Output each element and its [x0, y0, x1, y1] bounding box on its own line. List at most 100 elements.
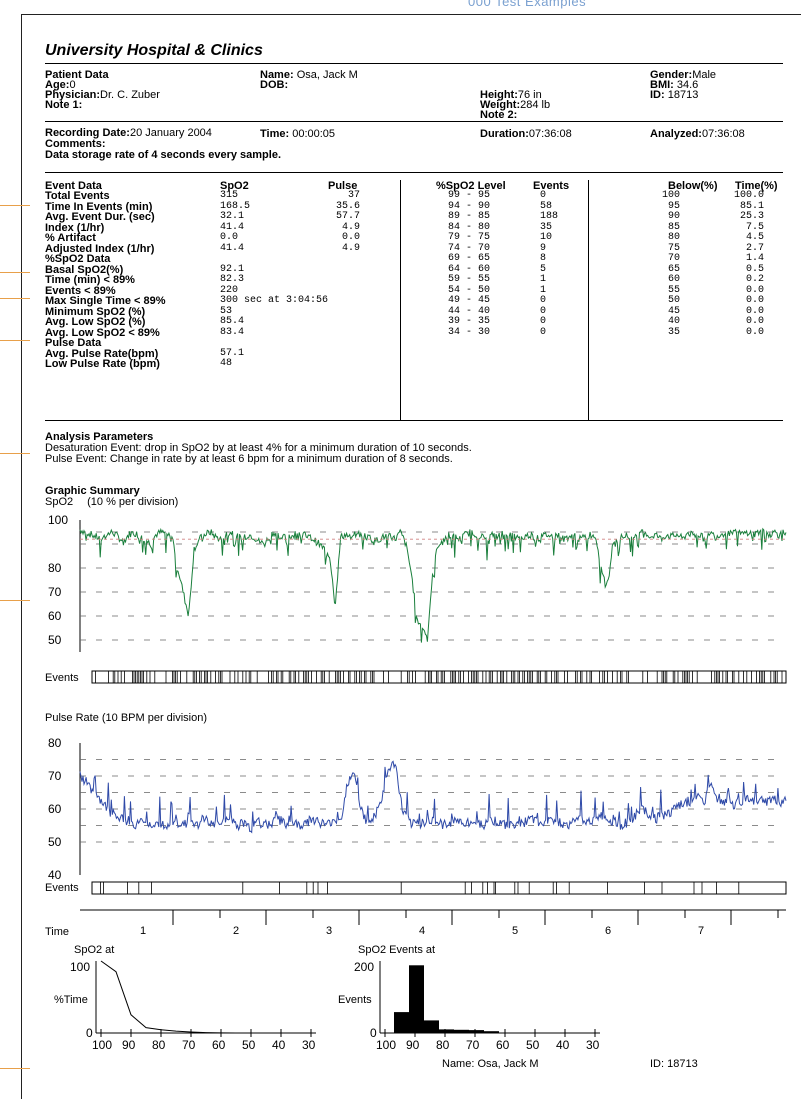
spo2-time-curve [100, 960, 311, 1034]
event-row-pulse: 0.0 [341, 232, 360, 243]
below-row-pct: 50 [667, 295, 680, 306]
below-row-pct: 70 [667, 253, 680, 264]
id-value: 18713 [667, 89, 699, 101]
level-row-events: 0 [540, 295, 547, 306]
mini-chart-ylabel: Events [338, 994, 372, 1006]
event-row-pulse: 35.6 [335, 200, 360, 212]
level-row-events: 0 [540, 190, 547, 201]
mini-chart-x-tick-label: 90 [122, 1038, 136, 1052]
level-row-range: 89 - 85 [448, 211, 491, 222]
events-strip [91, 881, 787, 895]
time-block: Time: 00:00:05 [260, 128, 335, 140]
graphic-summary-block: Graphic Summary SpO2 (10 % per division) [45, 486, 178, 508]
time-axis-tick-label: 5 [512, 925, 518, 937]
pulse-param: Pulse Event: Change in rate by at least … [45, 453, 453, 465]
weight-value: 284 lb [520, 99, 551, 111]
below-row-time: 2.7 [745, 242, 764, 254]
chart-y-tick-label: 60 [48, 802, 62, 816]
spo2-chart-label: SpO2 [45, 496, 74, 508]
mini-chart-x-tick-label: 60 [212, 1038, 226, 1052]
event-row-pulse: 4.9 [341, 221, 360, 233]
time-axis-tick-label: 1 [140, 925, 146, 937]
chart-series-line [79, 760, 787, 834]
chart-y-tick-label: 70 [48, 769, 62, 783]
below-row-time: 0.0 [745, 305, 764, 317]
below-row-pct: 35 [667, 326, 680, 338]
chart-y-tick-label: 100 [48, 513, 68, 527]
dob-label: DOB: [260, 79, 289, 91]
event-row-label: Time In Events (min) [45, 200, 153, 213]
event-row-spo2: 92.1 [220, 263, 245, 275]
below-row-time: 100.0 [733, 190, 764, 201]
below-row-pct: 45 [667, 305, 680, 317]
event-row-spo2: 168.5 [220, 200, 251, 212]
event-row-label: Avg. Low SpO2 < 89% [45, 326, 160, 339]
level-row-events: 0 [540, 326, 547, 338]
margin-marker [0, 272, 30, 273]
spo2-events-bar [484, 1031, 499, 1033]
mini-chart-title: SpO2 Events at [358, 944, 435, 956]
event-row-label: Low Pulse Rate (bpm) [45, 358, 160, 370]
patient-data-block: Patient Data Age:0 Physician:Dr. C. Zube… [45, 69, 160, 111]
chart-y-tick-label: 50 [48, 835, 62, 849]
events-strip [91, 670, 787, 684]
spo2-col-header: SpO2 [220, 180, 249, 192]
pulse-events-label: Events [45, 882, 79, 894]
event-row-spo2: 41.4 [220, 242, 245, 254]
below-row-time: 0.5 [745, 263, 764, 275]
time-axis-label: Time [45, 926, 70, 938]
level-row-range: 64 - 60 [448, 263, 491, 275]
spo2-events-bar [394, 1012, 409, 1033]
level-row-range: 69 - 65 [448, 253, 491, 264]
event-row-spo2: 0.0 [220, 232, 239, 243]
mini-chart-x-tick-label: 100 [376, 1038, 396, 1052]
below-row-pct: 90 [667, 211, 680, 222]
mini-chart-y-tick-label: 0 [86, 1026, 93, 1040]
gender-value: Male [692, 69, 717, 81]
event-row-label: Minimum SpO2 (%) [45, 305, 146, 318]
height-value: 76 in [517, 89, 542, 101]
below-row-pct: 85 [667, 221, 680, 233]
gender-block: Gender:Male BMI: 34.6 ID: 18713 [650, 69, 717, 101]
name-block: Name: Osa, Jack M DOB: [260, 70, 358, 91]
event-row-spo2: 315 [220, 190, 239, 201]
below-row-time: 0.0 [745, 284, 764, 296]
below-row-time: 1.4 [745, 253, 764, 264]
spo2-events-label: Events [45, 672, 79, 684]
below-row-time: 85.1 [739, 200, 764, 212]
mini-chart-x-tick-label: 30 [302, 1038, 316, 1052]
below-row-pct: 60 [667, 274, 680, 285]
height-label: Height: [480, 89, 518, 101]
event-row-label: Adjusted Index (1/hr) [45, 242, 155, 255]
level-row-range: 49 - 45 [448, 295, 491, 306]
mini-chart-y-tick-label: 0 [370, 1026, 377, 1040]
event-row-spo2: 32.1 [220, 211, 245, 222]
level-row-events: 58 [540, 200, 553, 212]
event-row-spo2: 82.3 [220, 274, 245, 285]
level-row-events: 188 [540, 211, 559, 222]
level-row-range: 34 - 30 [448, 326, 491, 338]
level-row-range: 99 - 95 [448, 190, 491, 201]
level-row-range: 59 - 55 [448, 274, 491, 285]
time-value: 00:00:05 [292, 128, 336, 140]
below-row-pct: 75 [667, 242, 680, 254]
mini-chart-x-tick-label: 40 [556, 1038, 570, 1052]
event-row-spo2: 220 [220, 284, 239, 296]
duration-block: Duration:07:36:08 [480, 128, 572, 140]
below-row-time: 0.2 [745, 274, 764, 285]
level-row-range: 79 - 75 [448, 232, 491, 243]
margin-marker [0, 340, 30, 341]
analyzed-label: Analyzed: [650, 128, 702, 140]
event-row-label: Avg. Event Dur. (sec) [45, 211, 155, 223]
patient-data-label: Patient Data [45, 69, 109, 81]
spo2-events-bar [454, 1029, 469, 1033]
footer-name: Name: Osa, Jack M [442, 1058, 539, 1070]
event-row-pulse: 4.9 [341, 242, 360, 254]
duration-label: Duration: [480, 128, 529, 140]
physician-label: Physician: [45, 89, 101, 101]
chart-y-tick-label: 60 [48, 609, 62, 623]
time-axis-tick-label: 3 [326, 925, 332, 937]
header-link[interactable]: 000 Test Examples [468, 0, 587, 9]
event-row-spo2: 41.4 [220, 221, 245, 233]
level-row-events: 35 [540, 221, 553, 233]
